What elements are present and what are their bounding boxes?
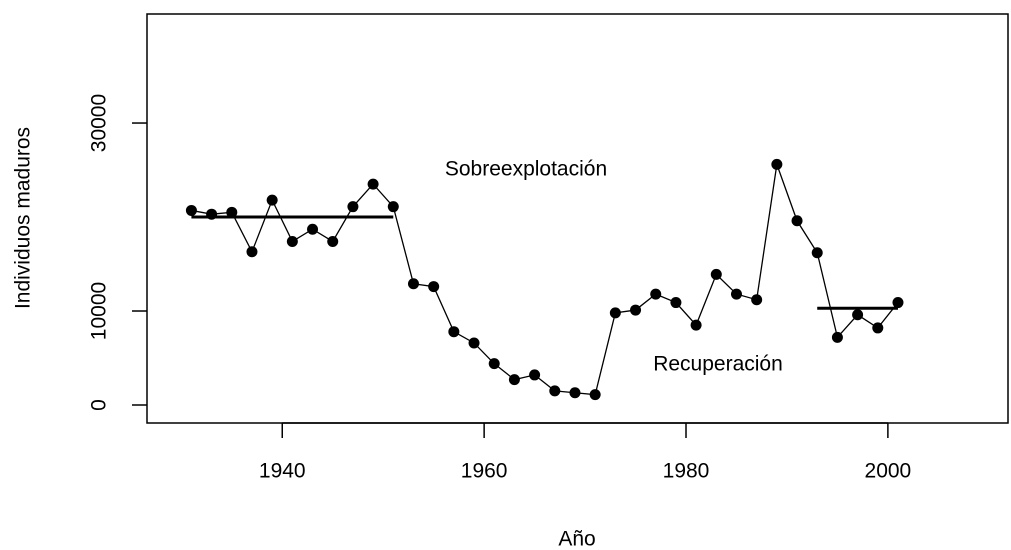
y-axis-label: Individuos maduros: [12, 127, 35, 309]
data-point: [387, 201, 399, 213]
data-point: [852, 309, 864, 321]
x-tick-label: 1980: [663, 460, 710, 483]
data-point: [488, 358, 500, 370]
data-point: [286, 235, 298, 247]
y-tick-label: 0: [88, 399, 111, 411]
data-point: [650, 288, 662, 300]
data-point: [367, 178, 379, 190]
annotation: Sobreexplotación: [445, 158, 607, 181]
data-point: [670, 297, 682, 309]
data-point: [549, 385, 561, 397]
data-point: [347, 201, 359, 213]
data-point: [246, 246, 258, 258]
x-tick-label: 1960: [461, 460, 508, 483]
data-point: [327, 235, 339, 247]
data-point: [831, 331, 843, 343]
x-axis-label: Año: [558, 528, 595, 550]
data-point: [266, 194, 278, 206]
data-point: [226, 206, 238, 218]
data-point: [751, 294, 763, 306]
data-point: [569, 387, 581, 399]
data-point: [892, 297, 904, 309]
series-line: [191, 164, 899, 396]
x-tick-label: 1940: [259, 460, 306, 483]
annotation: Recuperación: [653, 353, 783, 376]
y-tick-label: 30000: [88, 94, 111, 152]
data-point: [710, 268, 722, 280]
data-point: [872, 322, 884, 334]
data-point: [811, 247, 823, 259]
data-point: [791, 215, 803, 227]
data-point: [529, 369, 541, 381]
data-point: [730, 288, 742, 300]
data-point: [508, 374, 520, 386]
data-point: [690, 319, 702, 331]
data-point: [771, 158, 783, 170]
data-point: [307, 223, 319, 235]
data-point: [468, 337, 480, 349]
data-point: [448, 326, 460, 338]
data-point: [407, 278, 419, 290]
data-point: [630, 304, 642, 316]
data-point: [428, 281, 440, 293]
x-tick-label: 2000: [865, 460, 912, 483]
data-point: [609, 307, 621, 319]
data-point: [589, 389, 601, 401]
y-tick-label: 10000: [88, 282, 111, 340]
data-point: [185, 204, 197, 216]
